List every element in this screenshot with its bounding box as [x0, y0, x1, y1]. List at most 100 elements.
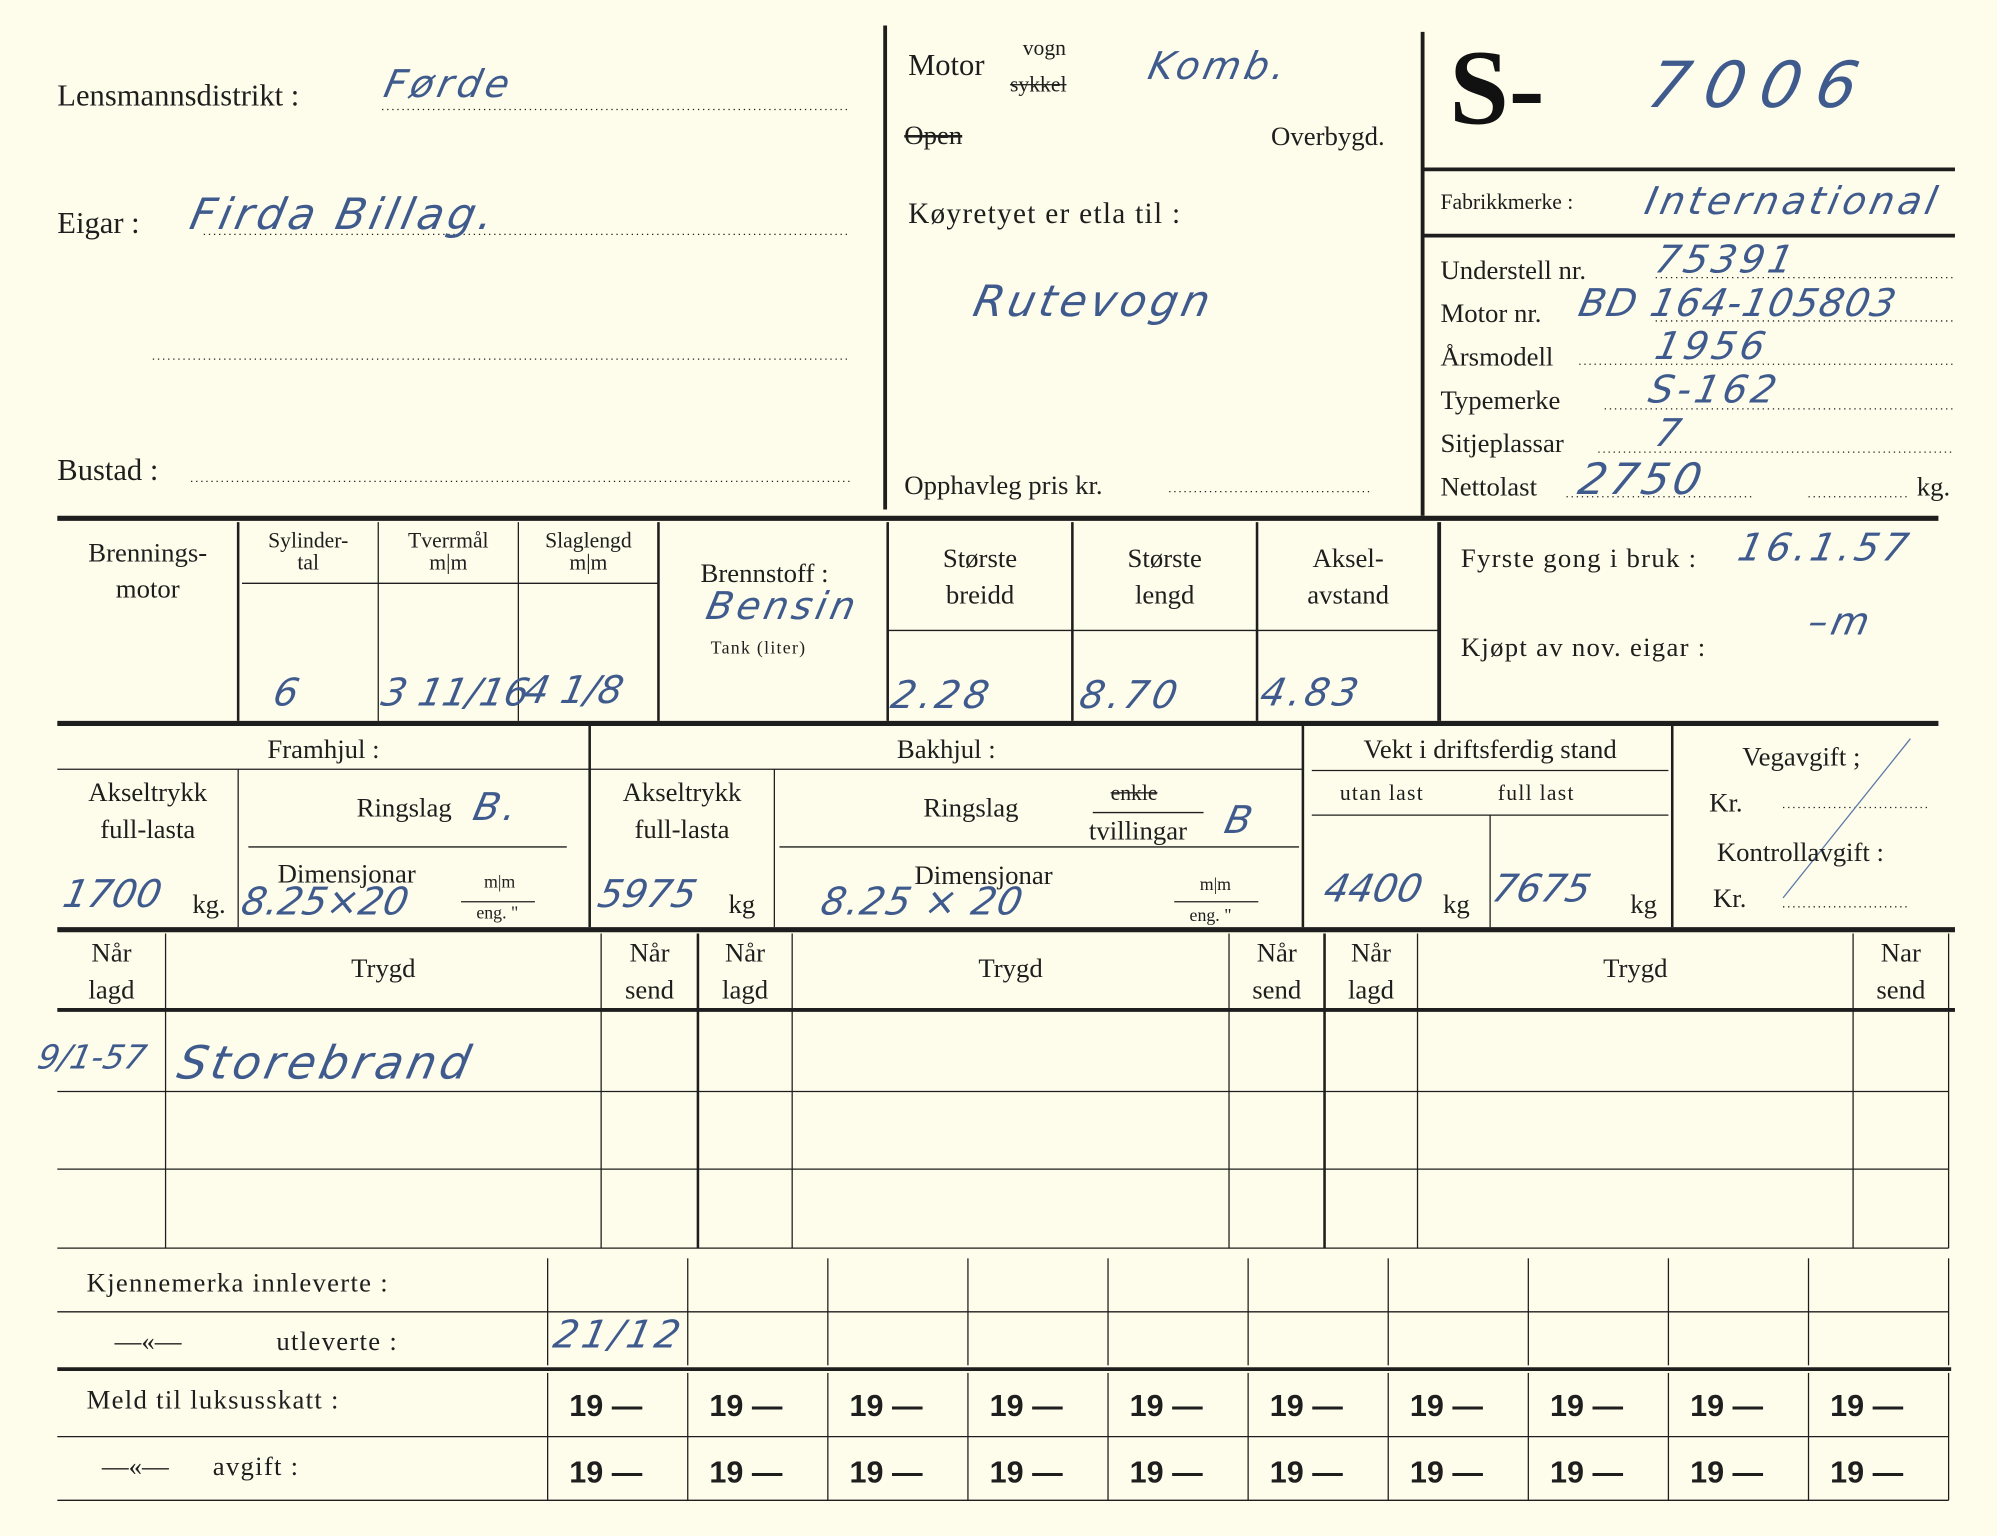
- length-label-1: Største: [1127, 542, 1202, 574]
- motor-value: Komb.: [1144, 44, 1294, 90]
- header-when-send: send: [1252, 974, 1302, 1005]
- type-value: S-162: [1644, 368, 1785, 413]
- reg-number: 7006: [1641, 48, 1881, 123]
- header-when-lagd: lagd: [88, 974, 135, 1005]
- rear-axle-unit: kg: [728, 888, 756, 920]
- chassis-value: 75391: [1651, 238, 1802, 283]
- rear-eng-label: eng. ": [1189, 906, 1232, 926]
- luxury-tax-year-cell: 19 —: [1129, 1389, 1203, 1424]
- cyl-label-2: tal: [297, 550, 320, 575]
- header-trygd: Trygd: [351, 952, 416, 984]
- motor-type-label-2: motor: [115, 573, 180, 604]
- luxury-tax-label: Meld til luksusskatt :: [86, 1384, 340, 1415]
- reg-prefix: S-: [1449, 29, 1545, 148]
- luxury-tax-year-cell: 19 —: [1690, 1389, 1764, 1424]
- owner-label: Eigar :: [57, 207, 140, 241]
- width-value: 2.28: [886, 673, 997, 719]
- bought-label: Kjøpt av nov. eigar :: [1460, 631, 1707, 663]
- header-trygd: Trygd: [978, 952, 1043, 984]
- luxury-tax-year-cell: 19 —: [709, 1389, 783, 1424]
- rear-axle-value: 5975: [593, 872, 701, 917]
- length-value: 8.70: [1075, 673, 1186, 719]
- fee-year-cell: 19 —: [1409, 1455, 1483, 1491]
- stroke-value: 4 1/8: [520, 668, 628, 714]
- plates-handed-out-label: utleverte :: [276, 1325, 399, 1357]
- full-weight-value: 7675: [1488, 867, 1595, 912]
- front-axle-label-1: Akseltrykk: [88, 776, 208, 808]
- front-eng-label: eng. ": [476, 904, 519, 924]
- header-when-lagd: lagd: [1348, 974, 1395, 1005]
- header-when-send: Nar: [1880, 937, 1921, 968]
- rear-ring-label: Ringslag: [923, 792, 1019, 823]
- header-when-send: send: [625, 974, 675, 1005]
- header-trygd: Trygd: [1603, 952, 1668, 984]
- rear-axle-label-2: full-lasta: [634, 813, 730, 845]
- rear-dim-value: 8.25 × 20: [816, 880, 1028, 925]
- header-when-send: Når: [629, 937, 670, 968]
- enkle-label: enkle: [1110, 780, 1158, 805]
- length-label-2: lengd: [1134, 579, 1195, 611]
- empty-weight-value: 4400: [1319, 867, 1427, 912]
- vogn-label: vogn: [1022, 35, 1067, 60]
- width-label-1: Største: [942, 542, 1018, 574]
- front-mm-label: m|m: [483, 873, 516, 893]
- rear-dim-label: Dimensjonar: [914, 859, 1053, 891]
- fee-label: avgift :: [212, 1450, 300, 1482]
- front-axle-label-2: full-lasta: [100, 813, 196, 845]
- front-wheel-label: Framhjul :: [267, 733, 380, 765]
- engine-no-value: BD 164-105803: [1574, 281, 1902, 327]
- header-when-send: Når: [1256, 937, 1297, 968]
- road-tax-kr: Kr.: [1709, 787, 1743, 818]
- purpose-value: Rutevogn: [968, 276, 1219, 328]
- strike-through-mark: [1782, 738, 1911, 899]
- district-label: Lensmannsdistrikt :: [57, 80, 300, 114]
- empty-weight-label: utan last: [1339, 780, 1425, 805]
- ditto-mark: —«—: [114, 1325, 182, 1357]
- fee-year-cell: 19 —: [1269, 1455, 1343, 1491]
- overbygd-label: Overbygd.: [1271, 120, 1385, 152]
- year-value: 1956: [1651, 324, 1774, 370]
- width-label-2: breidd: [945, 579, 1015, 611]
- front-dim-label: Dimensjonar: [277, 858, 416, 889]
- type-label: Typemerke: [1440, 384, 1561, 416]
- full-weight-unit: kg: [1630, 888, 1657, 920]
- bore-label-2: m|m: [429, 550, 468, 575]
- luxury-tax-year-cell: 19 —: [569, 1389, 643, 1424]
- header-when-lagd: Når: [724, 937, 766, 968]
- empty-weight-unit: kg: [1442, 888, 1470, 920]
- ditto-mark: —«—: [101, 1450, 169, 1482]
- stroke-label-2: m|m: [569, 550, 608, 575]
- rear-axle-label-1: Akseltrykk: [622, 776, 742, 808]
- make-value: International: [1640, 179, 1945, 225]
- front-ring-value: B.: [469, 785, 525, 831]
- wheelbase-label-1: Aksel-: [1312, 542, 1384, 574]
- price-label: Opphavleg pris kr.: [904, 469, 1103, 501]
- fee-year-cell: 19 —: [989, 1455, 1063, 1491]
- purpose-label: Køyretyet er etla til :: [908, 197, 1182, 230]
- owner-value: Firda Billag.: [185, 189, 503, 241]
- plates-handed-out-value: 21/12: [549, 1313, 689, 1358]
- rear-wheel-label: Bakhjul :: [896, 733, 996, 765]
- full-weight-label: full last: [1497, 780, 1575, 805]
- motor-label: Motor: [908, 49, 985, 83]
- front-ring-label: Ringslag: [356, 792, 452, 823]
- insurance-entry-date: 9/1-57: [34, 1039, 150, 1078]
- luxury-tax-year-cell: 19 —: [989, 1389, 1063, 1424]
- luxury-tax-year-cell: 19 —: [1409, 1389, 1483, 1424]
- fee-year-cell: 19 —: [1129, 1455, 1203, 1491]
- cyl-label-1: Sylinder-: [268, 528, 349, 553]
- district-value: Førde: [380, 62, 518, 107]
- fee-year-cell: 19 —: [1830, 1455, 1904, 1491]
- header-when-lagd: Når: [91, 937, 132, 968]
- tvillingar-label: tvillingar: [1088, 815, 1187, 846]
- fee-year-cell: 19 —: [1690, 1455, 1764, 1491]
- payload-value: 2750: [1573, 454, 1711, 506]
- bought-value: –m: [1803, 599, 1878, 645]
- motor-type-label-1: Brennings-: [88, 537, 208, 569]
- bore-value: 3 11/16: [377, 671, 534, 716]
- luxury-tax-year-cell: 19 —: [1549, 1389, 1624, 1424]
- engine-no-label: Motor nr.: [1440, 298, 1542, 329]
- seats-label: Sitjeplassar: [1440, 427, 1564, 459]
